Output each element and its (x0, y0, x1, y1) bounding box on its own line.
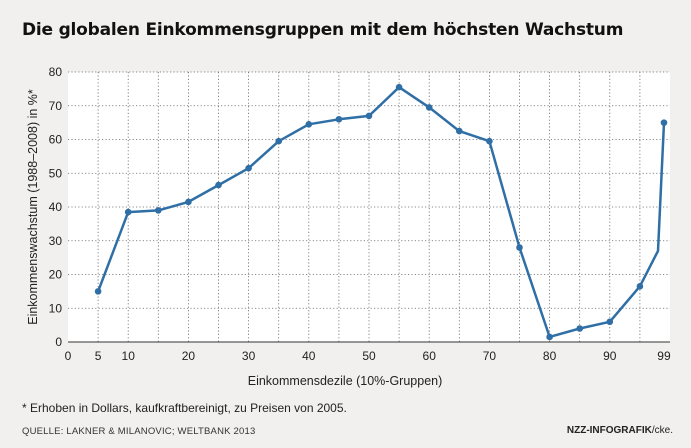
footnote: * Erhoben in Dollars, kaufkraftbereinigt… (22, 401, 347, 415)
x-tick-label: 5 (95, 349, 102, 363)
credit-brand: NZZ-INFOGRAFIK (566, 425, 652, 436)
plot-background (68, 72, 670, 342)
data-point (395, 83, 403, 91)
data-point (425, 104, 433, 111)
y-tick-label: 20 (49, 268, 63, 282)
data-point (486, 137, 493, 145)
data-point (215, 181, 222, 189)
x-axis-label: Einkommensdezile (10%-Gruppen) (248, 374, 443, 388)
data-point (365, 112, 373, 120)
data-point (94, 288, 102, 295)
x-tick-label: 80 (543, 349, 557, 363)
data-point (124, 208, 132, 216)
y-tick-label: 40 (49, 200, 63, 214)
x-tick-label: 0 (65, 349, 72, 363)
data-point (456, 127, 463, 135)
data-point (516, 244, 523, 251)
y-tick-labels: 0 10 20 30 40 50 60 70 80 (49, 65, 63, 349)
y-tick-label: 0 (55, 335, 62, 349)
y-tick-label: 10 (49, 301, 63, 315)
y-tick-label: 50 (49, 166, 63, 180)
y-axis-label: Einkommenswachstum (1988–2008) in %* (26, 89, 40, 325)
x-tick-label: 60 (423, 349, 437, 363)
data-point (636, 283, 644, 290)
x-tick-label: 10 (122, 349, 136, 363)
data-point (606, 318, 614, 326)
x-tick-label: 30 (242, 349, 256, 363)
data-point (335, 115, 343, 123)
data-point (155, 207, 162, 214)
data-point (185, 198, 192, 206)
x-tick-label: 99 (657, 349, 671, 363)
credit-suffix: /cke. (651, 425, 673, 436)
data-point (576, 325, 583, 332)
x-tick-label: 40 (302, 349, 316, 363)
y-tick-label: 70 (49, 99, 63, 113)
y-tick-label: 30 (49, 234, 63, 248)
source-note: QUELLE: LAKNER & MILANOVIC; WELTBANK 201… (22, 426, 256, 437)
data-point (275, 137, 283, 145)
x-tick-label: 20 (182, 349, 196, 363)
data-point (305, 121, 313, 128)
data-point (546, 333, 553, 341)
y-tick-label: 60 (49, 133, 63, 147)
data-points (94, 83, 668, 341)
y-tick-label: 80 (49, 65, 63, 79)
x-tick-label: 90 (603, 349, 617, 363)
x-tick-label: 50 (362, 349, 376, 363)
data-point (660, 119, 668, 126)
credit: NZZ-INFOGRAFIK/cke. (567, 425, 673, 436)
data-point (245, 164, 252, 172)
x-tick-labels: 0 5 10 20 30 40 50 60 70 80 90 99 (65, 349, 671, 363)
x-tick-label: 70 (483, 349, 497, 363)
grid (68, 71, 670, 343)
chart-title: Die globalen Einkommensgruppen mit dem h… (22, 20, 624, 40)
